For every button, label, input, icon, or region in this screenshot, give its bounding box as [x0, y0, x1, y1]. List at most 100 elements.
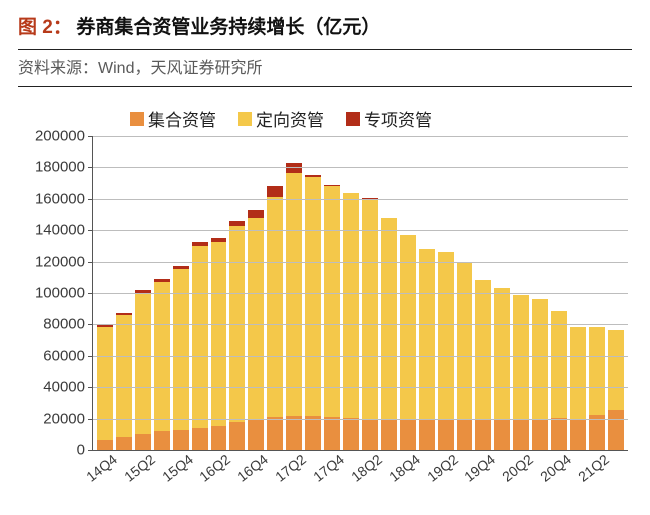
bar-segment — [475, 419, 491, 450]
plot-area: 14Q415Q215Q416Q216Q417Q217Q418Q218Q419Q2… — [92, 136, 628, 451]
header-divider-top — [18, 49, 632, 50]
y-axis-label: 0 — [77, 442, 93, 459]
bar-stack — [229, 220, 245, 450]
source-prefix: 资料来源： — [18, 60, 98, 77]
bar-segment — [97, 327, 113, 440]
bar-segment — [532, 419, 548, 450]
bar-stack — [116, 313, 132, 450]
bar-segment — [324, 417, 340, 450]
bar-segment — [248, 419, 264, 450]
bar-segment — [570, 419, 586, 450]
bar-segment — [173, 430, 189, 450]
bar-stack — [551, 311, 567, 450]
gridline — [93, 356, 628, 357]
x-axis-label: 19Q4 — [462, 451, 499, 485]
x-axis-label: 17Q2 — [272, 451, 309, 485]
y-axis-label: 80000 — [43, 316, 93, 333]
header-divider-bottom — [18, 86, 632, 87]
bar-segment — [192, 246, 208, 428]
gridline — [93, 136, 628, 137]
legend-swatch — [238, 112, 252, 126]
legend-item: 集合资管 — [130, 106, 216, 131]
y-axis-label: 60000 — [43, 347, 93, 364]
bar-stack — [419, 249, 435, 450]
bar-segment — [589, 415, 605, 450]
bar-segment — [248, 218, 264, 419]
bar-segment — [494, 419, 510, 450]
bar-stack — [589, 327, 605, 450]
figure-title: 券商集合资管业务持续增长（亿元） — [76, 17, 380, 38]
gridline — [93, 293, 628, 294]
bar-segment — [362, 199, 378, 419]
x-axis-label: 20Q4 — [537, 451, 574, 485]
x-axis-label: 18Q4 — [386, 451, 423, 485]
bar-segment — [229, 422, 245, 450]
bar-segment — [400, 235, 416, 420]
y-axis-label: 40000 — [43, 379, 93, 396]
bar-segment — [286, 173, 302, 416]
x-axis-label: 20Q2 — [499, 451, 536, 485]
y-axis-label: 160000 — [35, 190, 93, 207]
bar-stack — [135, 290, 151, 450]
bar-segment — [305, 177, 321, 416]
gridline — [93, 199, 628, 200]
bar-segment — [362, 419, 378, 450]
bar-segment — [343, 418, 359, 450]
x-axis-label: 16Q2 — [197, 451, 234, 485]
bar-stack — [438, 252, 454, 450]
bar-segment — [154, 431, 170, 450]
bar-stack — [248, 210, 264, 450]
bar-segment — [267, 186, 283, 197]
bar-segment — [457, 420, 473, 450]
bar-stack — [324, 185, 340, 450]
legend-item: 专项资管 — [346, 106, 432, 131]
bar-segment — [438, 252, 454, 420]
bar-segment — [475, 280, 491, 420]
bar-segment — [211, 242, 227, 426]
source-row: 资料来源：Wind，天风证券研究所 — [0, 52, 650, 82]
bar-segment — [589, 327, 605, 416]
bar-segment — [457, 263, 473, 420]
x-axis-label: 15Q4 — [159, 451, 196, 485]
x-axis-label: 17Q4 — [310, 451, 347, 485]
bar-segment — [419, 420, 435, 450]
y-axis-label: 140000 — [35, 222, 93, 239]
bar-segment — [135, 434, 151, 450]
figure-label: 图 2： — [18, 17, 72, 38]
bar-segment — [551, 311, 567, 418]
bar-segment — [343, 193, 359, 418]
x-axis-label: 18Q2 — [348, 451, 385, 485]
source-text: Wind，天风证券研究所 — [98, 60, 262, 77]
x-axis-label: 21Q2 — [575, 451, 612, 485]
bar-stack — [513, 295, 529, 450]
chart-area: 集合资管定向资管专项资管 14Q415Q215Q416Q216Q417Q217Q… — [0, 100, 650, 515]
x-axis-label: 15Q2 — [121, 451, 158, 485]
legend-label: 专项资管 — [364, 106, 432, 131]
bar-segment — [286, 416, 302, 450]
bar-segment — [400, 420, 416, 450]
bar-segment — [381, 218, 397, 419]
bar-stack — [570, 327, 586, 450]
bar-stack — [305, 175, 321, 450]
gridline — [93, 324, 628, 325]
y-axis-label: 120000 — [35, 253, 93, 270]
bar-segment — [532, 299, 548, 418]
bar-segment — [267, 417, 283, 450]
bar-segment — [608, 410, 624, 450]
y-axis-label: 180000 — [35, 159, 93, 176]
legend-swatch — [130, 112, 144, 126]
bar-stack — [475, 280, 491, 451]
bar-segment — [248, 210, 264, 218]
bar-segment — [438, 420, 454, 450]
bar-segment — [513, 295, 529, 419]
legend-label: 集合资管 — [148, 106, 216, 131]
bar-segment — [513, 419, 529, 450]
bar-segment — [381, 419, 397, 450]
x-axis-label: 19Q2 — [424, 451, 461, 485]
bar-segment — [419, 249, 435, 420]
bar-segment — [494, 288, 510, 419]
y-axis-label: 20000 — [43, 410, 93, 427]
bar-segment — [135, 293, 151, 434]
chart-legend: 集合资管定向资管专项资管 — [130, 106, 628, 131]
bar-stack — [267, 186, 283, 450]
